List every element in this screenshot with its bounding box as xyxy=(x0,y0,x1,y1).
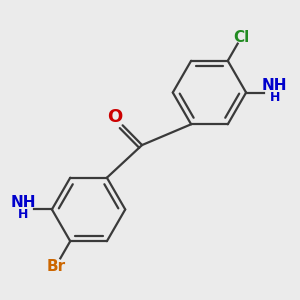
Text: NH: NH xyxy=(262,78,288,93)
Text: O: O xyxy=(106,108,122,126)
Text: H: H xyxy=(18,208,28,221)
Text: Cl: Cl xyxy=(233,30,249,45)
Text: NH: NH xyxy=(11,195,36,210)
Text: H: H xyxy=(270,91,280,104)
Text: Br: Br xyxy=(46,259,65,274)
